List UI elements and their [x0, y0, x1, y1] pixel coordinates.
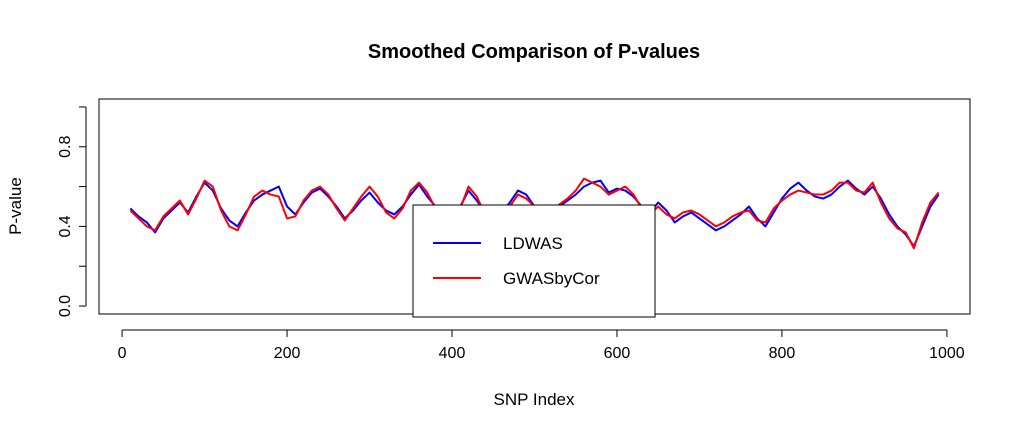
x-tick-label: 800: [769, 345, 796, 362]
y-tick-label: 0.0: [57, 295, 74, 317]
x-tick-label: 400: [439, 345, 466, 362]
y-axis: 0.0 0.4 0.8: [57, 106, 87, 317]
x-tick-label: 600: [604, 345, 631, 362]
legend: LDWAS GWASbyCor: [412, 204, 656, 318]
x-axis-label: SNP Index: [494, 390, 575, 409]
x-axis: 0 200 400 600 800 1000: [118, 329, 965, 362]
legend-label-gwasbycor: GWASbyCor: [503, 269, 600, 288]
legend-label-ldwas: LDWAS: [503, 234, 563, 253]
legend-box: [412, 204, 656, 318]
y-axis-label: P-value: [6, 177, 25, 235]
x-tick-label: 200: [274, 345, 301, 362]
x-tick-label: 0: [118, 345, 127, 362]
chart-title: Smoothed Comparison of P-values: [368, 41, 700, 63]
x-tick-label: 1000: [929, 345, 965, 362]
y-tick-label: 0.8: [57, 136, 74, 158]
y-tick-group: 0.0 0.4 0.8: [57, 106, 86, 317]
y-tick-label: 0.4: [57, 215, 74, 237]
x-tick-group: 0 200 400 600 800 1000: [118, 330, 965, 362]
